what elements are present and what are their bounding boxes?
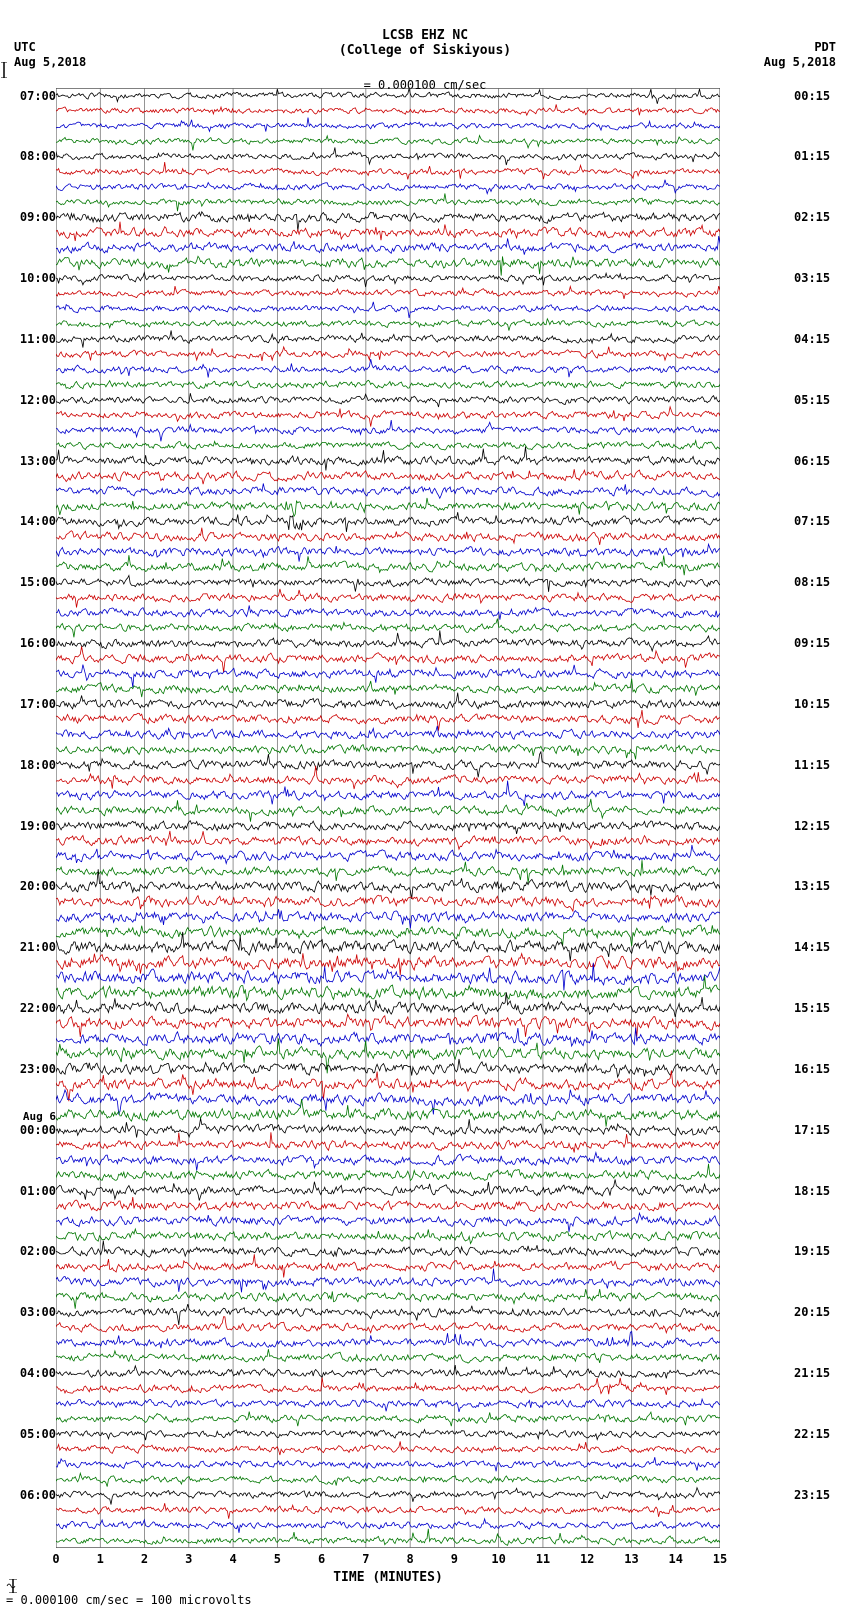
x-tick-label: 0 <box>52 1552 59 1566</box>
footer-text: = 0.000100 cm/sec = 100 microvolts <box>6 1593 252 1607</box>
location-subtitle: (College of Siskiyous) <box>0 43 850 58</box>
day-break-label: Aug 6 <box>23 1110 56 1123</box>
right-time-axis: 00:15 01:15 02:15 03:15 04:15 05:15 06:15 07:15… <box>794 88 836 1548</box>
utc-hour-label: 19:00 <box>20 819 56 833</box>
x-tick-label: 7 <box>362 1552 369 1566</box>
utc-hour-label: 00:00 <box>20 1123 56 1137</box>
pdt-timezone-label: PDT <box>814 40 836 54</box>
x-tick-label: 3 <box>185 1552 192 1566</box>
pdt-hour-label: 18:15 <box>794 1184 830 1198</box>
seismogram-plot <box>56 88 720 1548</box>
utc-hour-label: 16:00 <box>20 636 56 650</box>
utc-hour-label: 09:00 <box>20 210 56 224</box>
utc-hour-label: 17:00 <box>20 697 56 711</box>
utc-hour-label: 18:00 <box>20 758 56 772</box>
utc-timezone-label: UTC <box>14 40 36 54</box>
pdt-hour-label: 08:15 <box>794 575 830 589</box>
utc-hour-label: 20:00 <box>20 879 56 893</box>
utc-hour-label: 13:00 <box>20 454 56 468</box>
x-tick-label: 6 <box>318 1552 325 1566</box>
utc-hour-label: 04:00 <box>20 1366 56 1380</box>
station-title: LCSB EHZ NC <box>0 0 850 43</box>
pdt-hour-label: 02:15 <box>794 210 830 224</box>
x-axis-title: TIME (MINUTES) <box>333 1570 443 1585</box>
utc-hour-label: 23:00 <box>20 1062 56 1076</box>
pdt-hour-label: 07:15 <box>794 514 830 528</box>
x-tick-label: 1 <box>97 1552 104 1566</box>
pdt-hour-label: 15:15 <box>794 1001 830 1015</box>
left-time-axis: 07:00 08:00 09:00 10:00 11:00 12:00 13:00 14:00… <box>14 88 56 1548</box>
pdt-hour-label: 13:15 <box>794 879 830 893</box>
pdt-hour-label: 19:15 <box>794 1244 830 1258</box>
utc-hour-label: 15:00 <box>20 575 56 589</box>
x-tick-label: 11 <box>536 1552 550 1566</box>
utc-hour-label: 06:00 <box>20 1488 56 1502</box>
x-tick-label: 9 <box>451 1552 458 1566</box>
utc-hour-label: 05:00 <box>20 1427 56 1441</box>
pdt-hour-label: 06:15 <box>794 454 830 468</box>
pdt-hour-label: 12:15 <box>794 819 830 833</box>
utc-hour-label: 22:00 <box>20 1001 56 1015</box>
utc-hour-label: 02:00 <box>20 1244 56 1258</box>
utc-hour-label: 14:00 <box>20 514 56 528</box>
pdt-hour-label: 03:15 <box>794 271 830 285</box>
x-tick-label: 8 <box>407 1552 414 1566</box>
x-tick-label: 4 <box>229 1552 236 1566</box>
utc-hour-label: 07:00 <box>20 89 56 103</box>
utc-hour-label: 03:00 <box>20 1305 56 1319</box>
pdt-hour-label: 09:15 <box>794 636 830 650</box>
pdt-hour-label: 00:15 <box>794 89 830 103</box>
pdt-hour-label: 01:15 <box>794 149 830 163</box>
x-tick-label: 14 <box>668 1552 682 1566</box>
x-tick-label: 10 <box>491 1552 505 1566</box>
pdt-hour-label: 05:15 <box>794 393 830 407</box>
pdt-hour-label: 14:15 <box>794 940 830 954</box>
utc-date-label: Aug 5,2018 <box>14 55 86 69</box>
pdt-hour-label: 22:15 <box>794 1427 830 1441</box>
x-tick-label: 2 <box>141 1552 148 1566</box>
x-tick-label: 13 <box>624 1552 638 1566</box>
utc-hour-label: 12:00 <box>20 393 56 407</box>
x-tick-label: 15 <box>713 1552 727 1566</box>
pdt-hour-label: 04:15 <box>794 332 830 346</box>
pdt-hour-label: 10:15 <box>794 697 830 711</box>
pdt-hour-label: 11:15 <box>794 758 830 772</box>
pdt-hour-label: 21:15 <box>794 1366 830 1380</box>
utc-hour-label: 21:00 <box>20 940 56 954</box>
pdt-hour-label: 16:15 <box>794 1062 830 1076</box>
footer-scale: = 0.000100 cm/sec = 100 microvolts <box>6 1579 252 1607</box>
pdt-hour-label: 17:15 <box>794 1123 830 1137</box>
x-tick-label: 12 <box>580 1552 594 1566</box>
pdt-hour-label: 20:15 <box>794 1305 830 1319</box>
pdt-date-label: Aug 5,2018 <box>764 55 836 69</box>
pdt-hour-label: 23:15 <box>794 1488 830 1502</box>
utc-hour-label: 01:00 <box>20 1184 56 1198</box>
utc-hour-label: 08:00 <box>20 149 56 163</box>
utc-hour-label: 10:00 <box>20 271 56 285</box>
utc-hour-label: 11:00 <box>20 332 56 346</box>
x-tick-label: 5 <box>274 1552 281 1566</box>
